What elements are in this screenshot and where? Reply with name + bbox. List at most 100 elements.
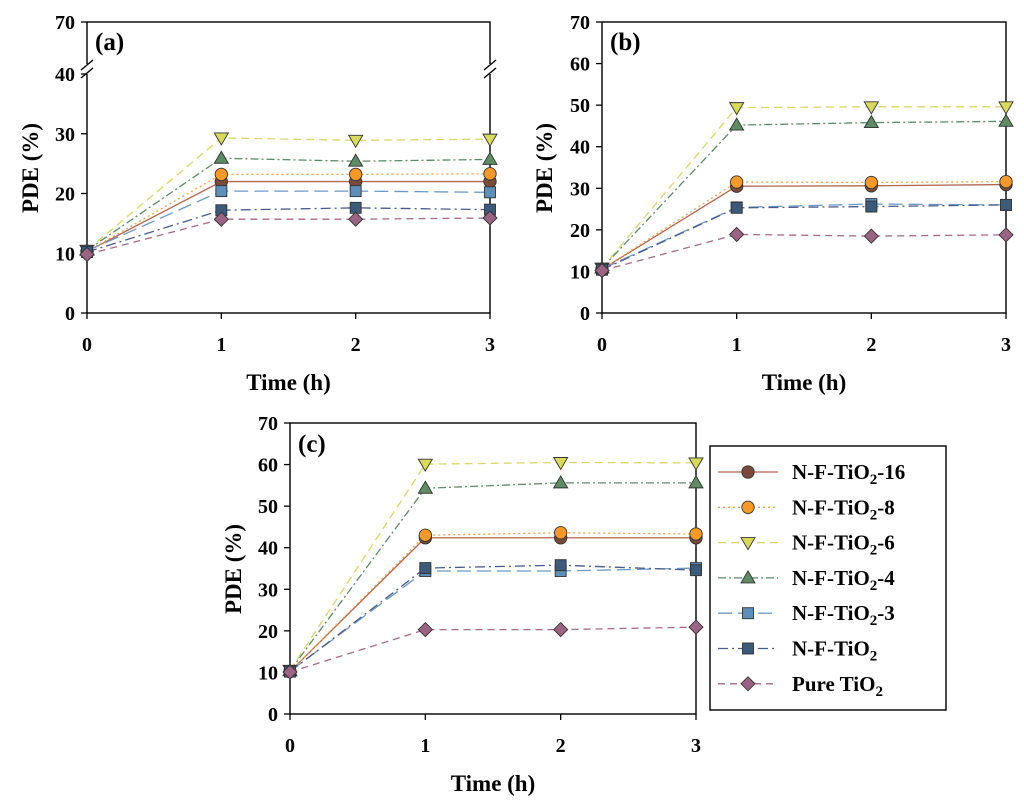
data-point: [729, 226, 745, 243]
series-line: [601, 203, 1007, 270]
series-n-f-tio2-6: [79, 132, 498, 259]
y-tick-label: 50: [570, 95, 590, 117]
series-line: [289, 537, 696, 673]
y-tick-label: 30: [570, 178, 590, 200]
data-point: [282, 664, 298, 680]
series-line: [289, 567, 697, 672]
panel-label: (b): [610, 29, 641, 56]
y-axis-label: PDE (%): [18, 123, 43, 213]
y-tick-label: 10: [570, 261, 590, 283]
data-point: [552, 474, 569, 489]
data-point: [863, 228, 879, 244]
series-n-f-tio2-3: [284, 562, 702, 678]
data-point: [594, 262, 610, 279]
series-line: [601, 120, 1007, 269]
series-line: [289, 482, 696, 672]
data-point: [863, 114, 880, 129]
y-tick-label: 40: [570, 137, 590, 159]
data-point: [730, 175, 744, 189]
x-tick-label: 1: [216, 334, 226, 356]
legend-marker: [741, 465, 755, 479]
series-line: [601, 204, 1007, 271]
series-n-f-tio2: [284, 559, 702, 678]
legend-entry: N-F-TiO2-8: [718, 495, 895, 523]
x-axis-label: Time (h): [762, 370, 847, 395]
x-tick-label: 3: [1001, 334, 1011, 356]
y-tick-label: 40: [258, 538, 278, 560]
data-point: [552, 457, 569, 471]
y-tick-label: 20: [258, 621, 278, 643]
data-point: [865, 200, 878, 213]
data-point: [688, 619, 704, 635]
data-point: [213, 150, 230, 164]
legend-entry: N-F-TiO2-6: [718, 531, 895, 559]
y-tick-label: 60: [258, 455, 278, 477]
y-tick-label: 50: [258, 496, 278, 518]
legend-entry: N-F-TiO2-16: [718, 460, 905, 488]
series-line: [86, 157, 491, 251]
x-tick-label: 0: [285, 735, 295, 757]
legend-marker: [740, 537, 756, 551]
x-tick-label: 1: [732, 334, 742, 356]
data-point: [690, 564, 702, 577]
legend-marker: [742, 607, 754, 620]
plot-frame: [86, 21, 491, 314]
legend-entry: N-F-TiO2: [718, 637, 877, 665]
series-line: [86, 180, 490, 253]
data-point: [482, 151, 498, 165]
series-pure-tio2: [79, 210, 498, 263]
series-pure-tio2: [282, 619, 704, 680]
data-point: [348, 211, 364, 227]
y-tick-label: 70: [570, 12, 590, 34]
legend-label: N-F-TiO2-4: [792, 566, 895, 594]
series-n-f-tio2-16: [283, 531, 703, 679]
series-n-f-tio2-4: [282, 474, 704, 677]
data-point: [553, 621, 569, 638]
series-line: [601, 180, 1007, 270]
series-line: [289, 626, 697, 673]
data-point: [418, 528, 432, 542]
series-line: [86, 207, 491, 253]
y-tick-label: 30: [55, 124, 75, 146]
y-tick-label: 70: [258, 413, 278, 435]
data-point: [998, 113, 1014, 127]
y-tick-label: 70: [55, 12, 75, 34]
x-axis-label: Time (h): [451, 771, 536, 796]
axis-break-mark: [80, 67, 94, 79]
series-line: [601, 183, 1007, 270]
x-tick-label: 2: [351, 334, 361, 356]
series-n-f-tio2: [596, 198, 1012, 276]
data-point: [349, 185, 362, 198]
legend-label: N-F-TiO2-6: [792, 531, 895, 559]
legend: N-F-TiO2-16 N-F-TiO2-8 N-F-TiO2-6 N-F-TiO2-…: [709, 445, 947, 711]
data-point: [864, 175, 878, 190]
data-point: [347, 153, 364, 167]
data-point: [688, 457, 704, 471]
data-point: [419, 562, 432, 575]
series-n-f-tio2-4: [594, 113, 1014, 274]
series-line: [601, 233, 1007, 272]
legend-label: N-F-TiO2-16: [792, 460, 905, 488]
series-line: [289, 532, 697, 673]
legend-entry: Pure TiO2: [718, 672, 883, 700]
data-point: [484, 186, 496, 199]
data-point: [554, 559, 567, 572]
series-n-f-tio2-8: [283, 526, 703, 679]
data-point: [728, 102, 745, 116]
y-tick-label: 60: [570, 54, 590, 76]
series-n-f-tio2-8: [80, 167, 497, 259]
data-point: [417, 480, 434, 494]
data-point: [689, 527, 703, 541]
legend-marker: [742, 642, 754, 655]
y-tick-label: 10: [258, 662, 278, 684]
series-line: [86, 217, 491, 256]
series-line: [86, 173, 491, 253]
y-tick-label: 0: [268, 704, 278, 726]
axis-break-gap: [484, 64, 496, 74]
y-tick-label: 0: [580, 303, 590, 325]
legend-entry: N-F-TiO2-4: [718, 566, 895, 594]
data-point: [730, 201, 743, 214]
data-point: [417, 458, 434, 473]
data-point: [215, 185, 228, 198]
